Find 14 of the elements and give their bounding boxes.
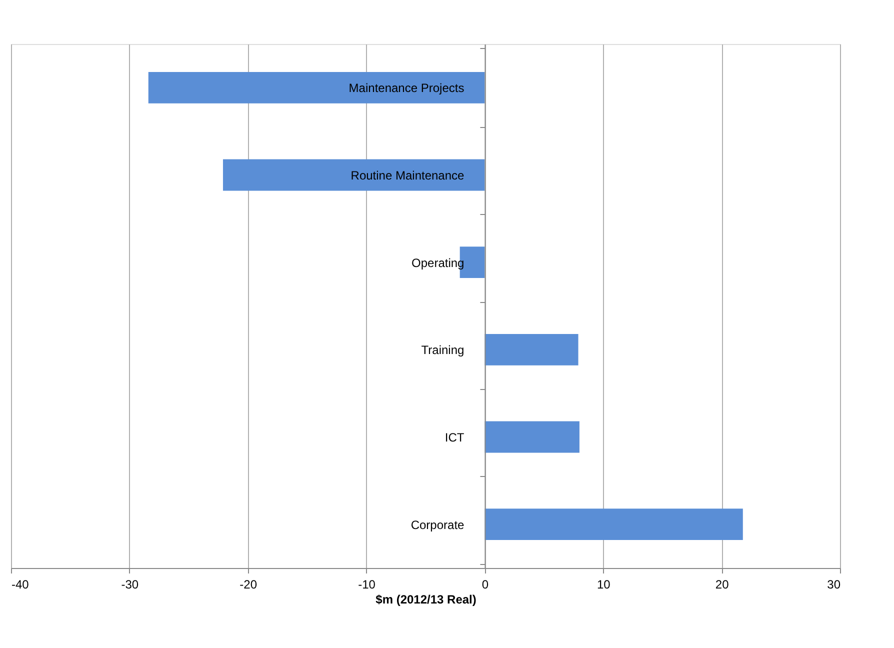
x-tick-label: -10 (358, 578, 376, 592)
y-tick-label: Routine Maintenance (350, 168, 465, 182)
x-tick-label: 0 (482, 578, 489, 592)
x-tick-label: 20 (715, 578, 730, 592)
x-tick-label: -40 (12, 578, 30, 592)
y-tick-label: Corporate (410, 518, 465, 532)
x-tick-label: -20 (240, 578, 258, 592)
y-tick-label: ICT (444, 430, 465, 444)
x-tick-label: 10 (596, 578, 611, 592)
y-tick-label: Maintenance Projects (348, 81, 464, 96)
x-axis-title: $m (2012/13 Real) (376, 592, 476, 606)
x-tick-label: 30 (827, 578, 841, 592)
x-tick-label: -30 (121, 578, 139, 592)
y-tick-label: Training (421, 343, 464, 358)
